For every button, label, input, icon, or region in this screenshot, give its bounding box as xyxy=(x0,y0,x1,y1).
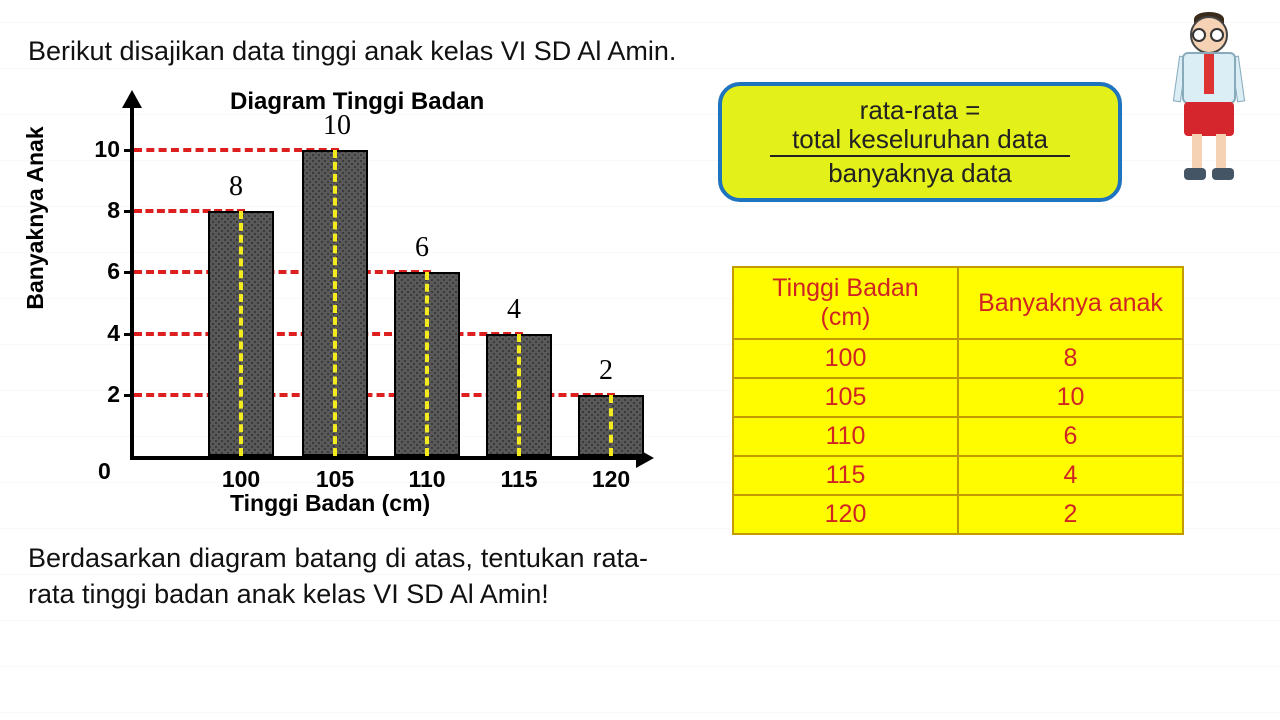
bar-midline xyxy=(517,334,521,456)
x-tick: 120 xyxy=(581,466,641,493)
table-row: 1202 xyxy=(733,495,1183,534)
x-axis-label: Tinggi Badan (cm) xyxy=(230,490,430,517)
table-header: Tinggi Badan (cm) xyxy=(733,267,958,339)
bar-annotation: 8 xyxy=(229,171,243,203)
table-cell: 115 xyxy=(733,456,958,495)
table-row: 1008 xyxy=(733,339,1183,378)
table-cell: 105 xyxy=(733,378,958,417)
table-row: 1106 xyxy=(733,417,1183,456)
x-tick: 115 xyxy=(489,466,549,493)
bar-midline xyxy=(609,395,613,456)
formula-lhs: rata-rata = xyxy=(860,96,981,125)
y-tick: 6 xyxy=(80,258,120,285)
table-cell: 110 xyxy=(733,417,958,456)
y-tick: 10 xyxy=(80,136,120,163)
y-tick: 2 xyxy=(80,381,120,408)
bar-midline xyxy=(333,150,337,456)
table-row: 10510 xyxy=(733,378,1183,417)
y-tick: 8 xyxy=(80,197,120,224)
bar-annotation: 2 xyxy=(599,355,613,387)
y-axis xyxy=(130,98,134,458)
table-cell: 6 xyxy=(958,417,1183,456)
y-axis-label: Banyaknya Anak xyxy=(22,88,49,348)
plot-area: 0 246810100810510110611541202 xyxy=(130,108,650,468)
table-cell: 8 xyxy=(958,339,1183,378)
bar-chart: Diagram Tinggi Badan Banyaknya Anak Ting… xyxy=(30,78,670,498)
table-row: 1154 xyxy=(733,456,1183,495)
bar-annotation: 6 xyxy=(415,232,429,264)
table-cell: 120 xyxy=(733,495,958,534)
table-cell: 100 xyxy=(733,339,958,378)
bar-annotation: 10 xyxy=(323,110,351,142)
bar-annotation: 4 xyxy=(507,294,521,326)
x-tick: 100 xyxy=(211,466,271,493)
formula-denominator: banyaknya data xyxy=(828,159,1012,188)
formula-callout: rata-rata = total keseluruhan data banya… xyxy=(718,82,1122,202)
intro-text: Berikut disajikan data tinggi anak kelas… xyxy=(28,36,676,67)
x-tick: 105 xyxy=(305,466,365,493)
origin-label: 0 xyxy=(98,458,111,485)
bar-midline xyxy=(239,211,243,456)
x-axis xyxy=(130,456,640,460)
fraction-line xyxy=(770,155,1070,157)
y-axis-arrow-icon xyxy=(122,90,142,108)
student-mascot-icon xyxy=(1170,16,1250,196)
table-cell: 2 xyxy=(958,495,1183,534)
question-text: Berdasarkan diagram batang di atas, tent… xyxy=(28,540,648,613)
x-tick: 110 xyxy=(397,466,457,493)
bar-midline xyxy=(425,272,429,456)
y-tick: 4 xyxy=(80,320,120,347)
formula-numerator: total keseluruhan data xyxy=(792,125,1048,154)
table-header: Banyaknya anak xyxy=(958,267,1183,339)
gridline xyxy=(134,270,431,274)
table-cell: 10 xyxy=(958,378,1183,417)
data-table: Tinggi Badan (cm) Banyaknya anak 1008105… xyxy=(732,266,1184,535)
table-cell: 4 xyxy=(958,456,1183,495)
